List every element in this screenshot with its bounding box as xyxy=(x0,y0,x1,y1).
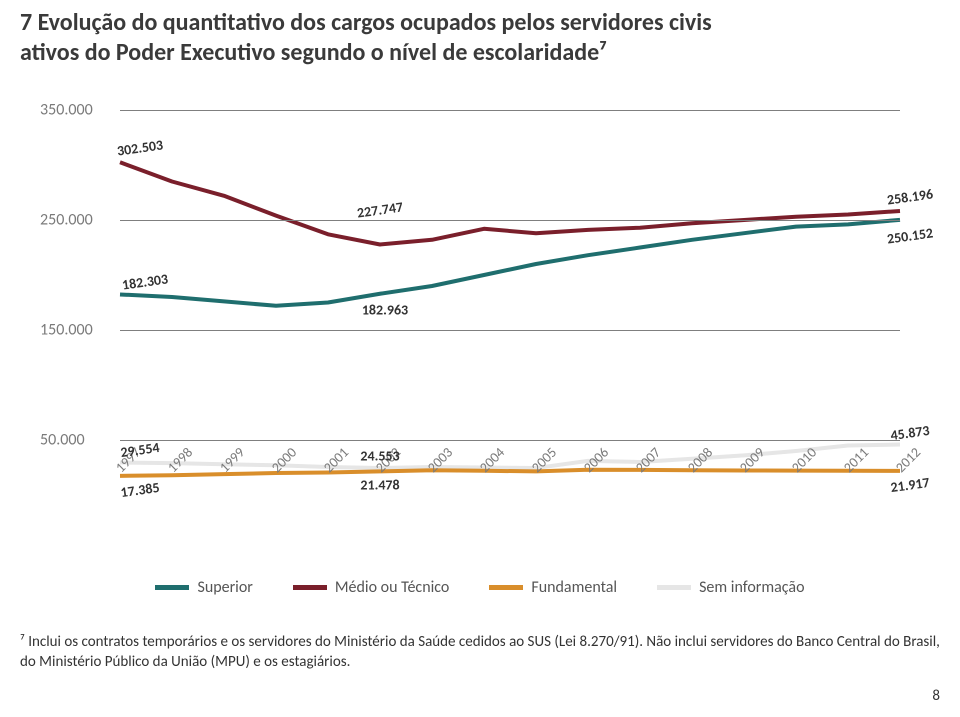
legend-label: Médio ou Técnico xyxy=(335,578,449,597)
x-axis-label: 2008 xyxy=(684,444,716,476)
gridline xyxy=(120,440,900,441)
chart-legend: Superior Médio ou Técnico Fundamental Sem i… xyxy=(0,578,960,597)
x-axis-labels: 1997199819992000200120022003200420052006… xyxy=(120,440,900,480)
legend-item: Sem informação xyxy=(657,578,804,597)
data-point-label: 21.478 xyxy=(360,477,399,494)
chart-footnote: ⁷ Inclui os contratos temporários e os s… xyxy=(20,632,940,673)
x-axis-label: 2004 xyxy=(476,444,508,476)
legend-label: Fundamental xyxy=(531,578,617,597)
legend-swatch xyxy=(489,585,523,590)
x-axis-label: 2000 xyxy=(268,444,300,476)
chart-lines-svg xyxy=(120,110,900,440)
legend-item: Superior xyxy=(155,578,252,597)
chart-plot: 1997199819992000200120022003200420052006… xyxy=(120,110,900,440)
page-number: 8 xyxy=(932,687,940,705)
title-line-1: 7 Evolução do quantitativo dos cargos oc… xyxy=(20,8,712,37)
x-axis-label: 2005 xyxy=(528,444,560,476)
x-axis-label: 2012 xyxy=(892,444,924,476)
x-axis-label: 2006 xyxy=(580,444,612,476)
legend-swatch xyxy=(293,585,327,590)
chart-title: 7 Evolução do quantitativo dos cargos oc… xyxy=(20,8,940,68)
x-axis-label: 1998 xyxy=(164,444,196,476)
y-axis-label: 350.000 xyxy=(40,101,110,120)
chart-area: 1997199819992000200120022003200420052006… xyxy=(40,110,920,490)
x-axis-label: 2010 xyxy=(788,444,820,476)
legend-label: Sem informação xyxy=(699,578,804,597)
x-axis-label: 2009 xyxy=(736,444,768,476)
data-point-label: 182.963 xyxy=(362,301,408,318)
x-axis-label: 2011 xyxy=(840,444,872,476)
title-line-2: ativos do Poder Executivo segundo o níve… xyxy=(20,38,607,67)
series-line xyxy=(120,162,900,244)
legend-swatch xyxy=(155,585,189,590)
data-point-label: 17.385 xyxy=(119,479,160,501)
footnote-text: ⁷ Inclui os contratos temporários e os s… xyxy=(20,633,940,671)
y-axis-label: 150.000 xyxy=(40,321,110,340)
y-axis-label: 50.000 xyxy=(40,431,110,450)
y-axis-label: 250.000 xyxy=(40,211,110,230)
legend-item: Médio ou Técnico xyxy=(293,578,449,597)
x-axis-label: 2003 xyxy=(424,444,456,476)
legend-label: Superior xyxy=(197,578,252,597)
gridline xyxy=(120,220,900,221)
gridline xyxy=(120,110,900,111)
x-axis-label: 2007 xyxy=(632,444,664,476)
x-axis-label: 2001 xyxy=(320,444,352,476)
data-point-label: 24.553 xyxy=(360,447,399,464)
legend-item: Fundamental xyxy=(489,578,617,597)
x-axis-label: 1999 xyxy=(216,444,248,476)
gridline xyxy=(120,330,900,331)
legend-swatch xyxy=(657,585,691,590)
